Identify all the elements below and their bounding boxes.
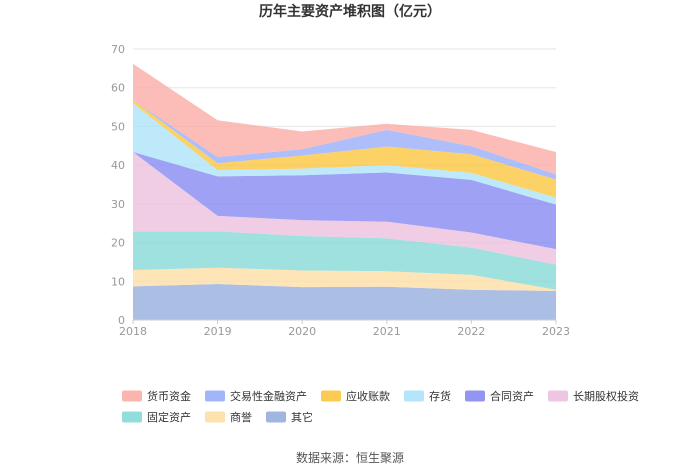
area-series-固定资产 bbox=[133, 231, 556, 290]
legend-swatch[interactable] bbox=[404, 390, 424, 402]
area-series-其它 bbox=[133, 283, 556, 320]
area-series-商誉 bbox=[133, 267, 556, 291]
area-series-交易性金融资产 bbox=[133, 100, 556, 180]
x-tick-label: 2018 bbox=[119, 325, 147, 338]
y-tick-label: 40 bbox=[111, 159, 125, 172]
legend-label[interactable]: 合同资产 bbox=[490, 389, 534, 403]
axes: 0 10 20 30 40 50 60 70 2018 2019 2020 2021 2022 2023 bbox=[111, 43, 570, 338]
legend-label[interactable]: 固定资产 bbox=[147, 410, 191, 424]
x-tick-label: 2022 bbox=[457, 325, 485, 338]
legend-swatch[interactable] bbox=[321, 390, 341, 402]
y-tick-label: 50 bbox=[111, 120, 125, 133]
y-tick-label: 0 bbox=[118, 314, 125, 327]
legend-swatch[interactable] bbox=[122, 390, 142, 402]
legend-swatch[interactable] bbox=[205, 411, 225, 423]
y-tick-label: 70 bbox=[111, 43, 125, 56]
legend-swatch[interactable] bbox=[266, 411, 286, 423]
area-series-合同资产 bbox=[133, 151, 556, 250]
chart-title: 历年主要资产堆积图（亿元） bbox=[259, 3, 441, 20]
x-tick-label: 2023 bbox=[542, 325, 570, 338]
area-series-货币资金 bbox=[133, 63, 556, 175]
legend-label[interactable]: 存货 bbox=[429, 389, 451, 403]
area-series bbox=[133, 63, 556, 320]
legend-swatch[interactable] bbox=[465, 390, 485, 402]
y-tick-label: 60 bbox=[111, 82, 125, 95]
legend-label[interactable]: 交易性金融资产 bbox=[230, 389, 307, 403]
legend-label[interactable]: 货币资金 bbox=[147, 389, 191, 403]
legend-label[interactable]: 应收账款 bbox=[346, 389, 390, 403]
legend-swatch[interactable] bbox=[548, 390, 568, 402]
area-series-长期股权投资 bbox=[133, 151, 556, 265]
data-source: 数据来源：恒生聚源 bbox=[296, 450, 404, 465]
legend-swatch[interactable] bbox=[205, 390, 225, 402]
legend-swatch[interactable] bbox=[122, 411, 142, 423]
legend-label[interactable]: 其它 bbox=[291, 410, 313, 424]
y-tick-label: 10 bbox=[111, 275, 125, 288]
x-tick-label: 2020 bbox=[288, 325, 316, 338]
x-tick-label: 2019 bbox=[204, 325, 232, 338]
legend-label[interactable]: 商誉 bbox=[230, 410, 252, 424]
y-tick-label: 30 bbox=[111, 198, 125, 211]
y-tick-label: 20 bbox=[111, 237, 125, 250]
legend-label[interactable]: 长期股权投资 bbox=[573, 389, 639, 403]
x-tick-label: 2021 bbox=[373, 325, 401, 338]
